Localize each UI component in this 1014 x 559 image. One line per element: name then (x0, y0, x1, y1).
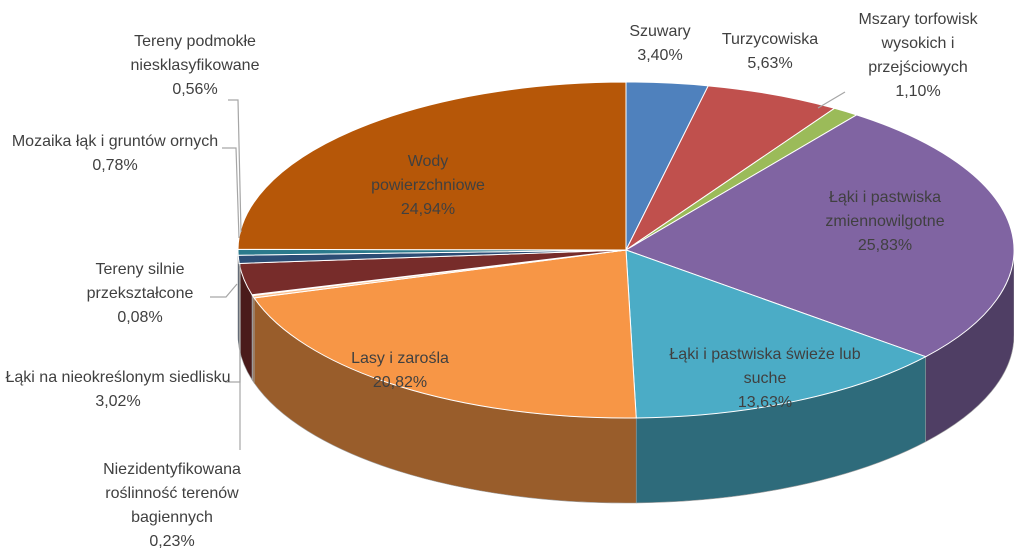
data-label: Łąki na nieokreślonym siedlisku 3,02% (0, 366, 238, 414)
data-label: Mszary torfowisk wysokich i przejściowyc… (838, 8, 998, 104)
label-name: Tereny podmokłe niesklasyfikowane (130, 33, 260, 74)
label-name: Lasy i zarośla (351, 350, 449, 367)
leader-line (817, 91, 846, 109)
data-label: Lasy i zarośla 20,82% (320, 347, 480, 395)
label-name: Szuwary (629, 23, 691, 40)
label-value: 1,10% (895, 83, 941, 100)
label-name: Turzycowiska (721, 31, 819, 48)
label-name: Niezidentyfikowana roślinność terenów ba… (103, 461, 241, 526)
data-label: Łąki i pastwiska świeże lub suche 13,63% (655, 343, 875, 415)
label-name: Tereny silnie przekształcone (86, 261, 194, 302)
data-label: Turzycowiska 5,63% (700, 28, 840, 76)
label-value: 3,40% (637, 47, 683, 64)
pie-slice (624, 85, 836, 252)
leader-line (210, 283, 238, 298)
pie-slice (237, 81, 627, 251)
label-value: 5,63% (747, 55, 793, 72)
label-name: Łąki i pastwiska zmiennowilgotne (825, 189, 945, 230)
label-value: 3,02% (95, 393, 141, 410)
leader-line (228, 99, 242, 233)
data-label: Tereny podmokłe niesklasyfikowane 0,56% (95, 30, 295, 102)
label-value: 13,63% (737, 394, 793, 411)
leader-line (222, 147, 240, 239)
label-value: 24,94% (400, 201, 456, 218)
pie-tops (237, 81, 1014, 419)
data-label: Szuwary 3,40% (615, 20, 705, 68)
pie-slice (625, 249, 927, 419)
data-label: Łąki i pastwiska zmiennowilgotne 25,83% (795, 186, 975, 258)
label-value: 0,08% (117, 309, 163, 326)
data-label: Niezidentyfikowana roślinność terenów ba… (67, 458, 277, 554)
data-label: Tereny silnie przekształcone 0,08% (60, 258, 220, 330)
label-name: Mszary torfowisk wysokich i przejściowyc… (858, 11, 978, 76)
label-value: 20,82% (372, 374, 428, 391)
data-label: Mozaika łąk i gruntów ornych 0,78% (0, 130, 230, 178)
data-label: Wody powierzchniowe 24,94% (358, 150, 498, 222)
label-name: Łąki na nieokreślonym siedlisku (5, 369, 231, 386)
pie-slice (624, 114, 1014, 358)
label-value: 25,83% (857, 237, 913, 254)
leader-lines (210, 91, 846, 450)
pie-slice (253, 249, 637, 419)
label-value: 0,23% (149, 533, 195, 550)
label-name: Mozaika łąk i gruntów ornych (11, 133, 219, 150)
label-name: Łąki i pastwiska świeże lub suche (669, 346, 861, 387)
label-name: Wody powierzchniowe (371, 153, 485, 194)
label-value: 0,56% (172, 81, 218, 98)
label-value: 0,78% (92, 157, 138, 174)
